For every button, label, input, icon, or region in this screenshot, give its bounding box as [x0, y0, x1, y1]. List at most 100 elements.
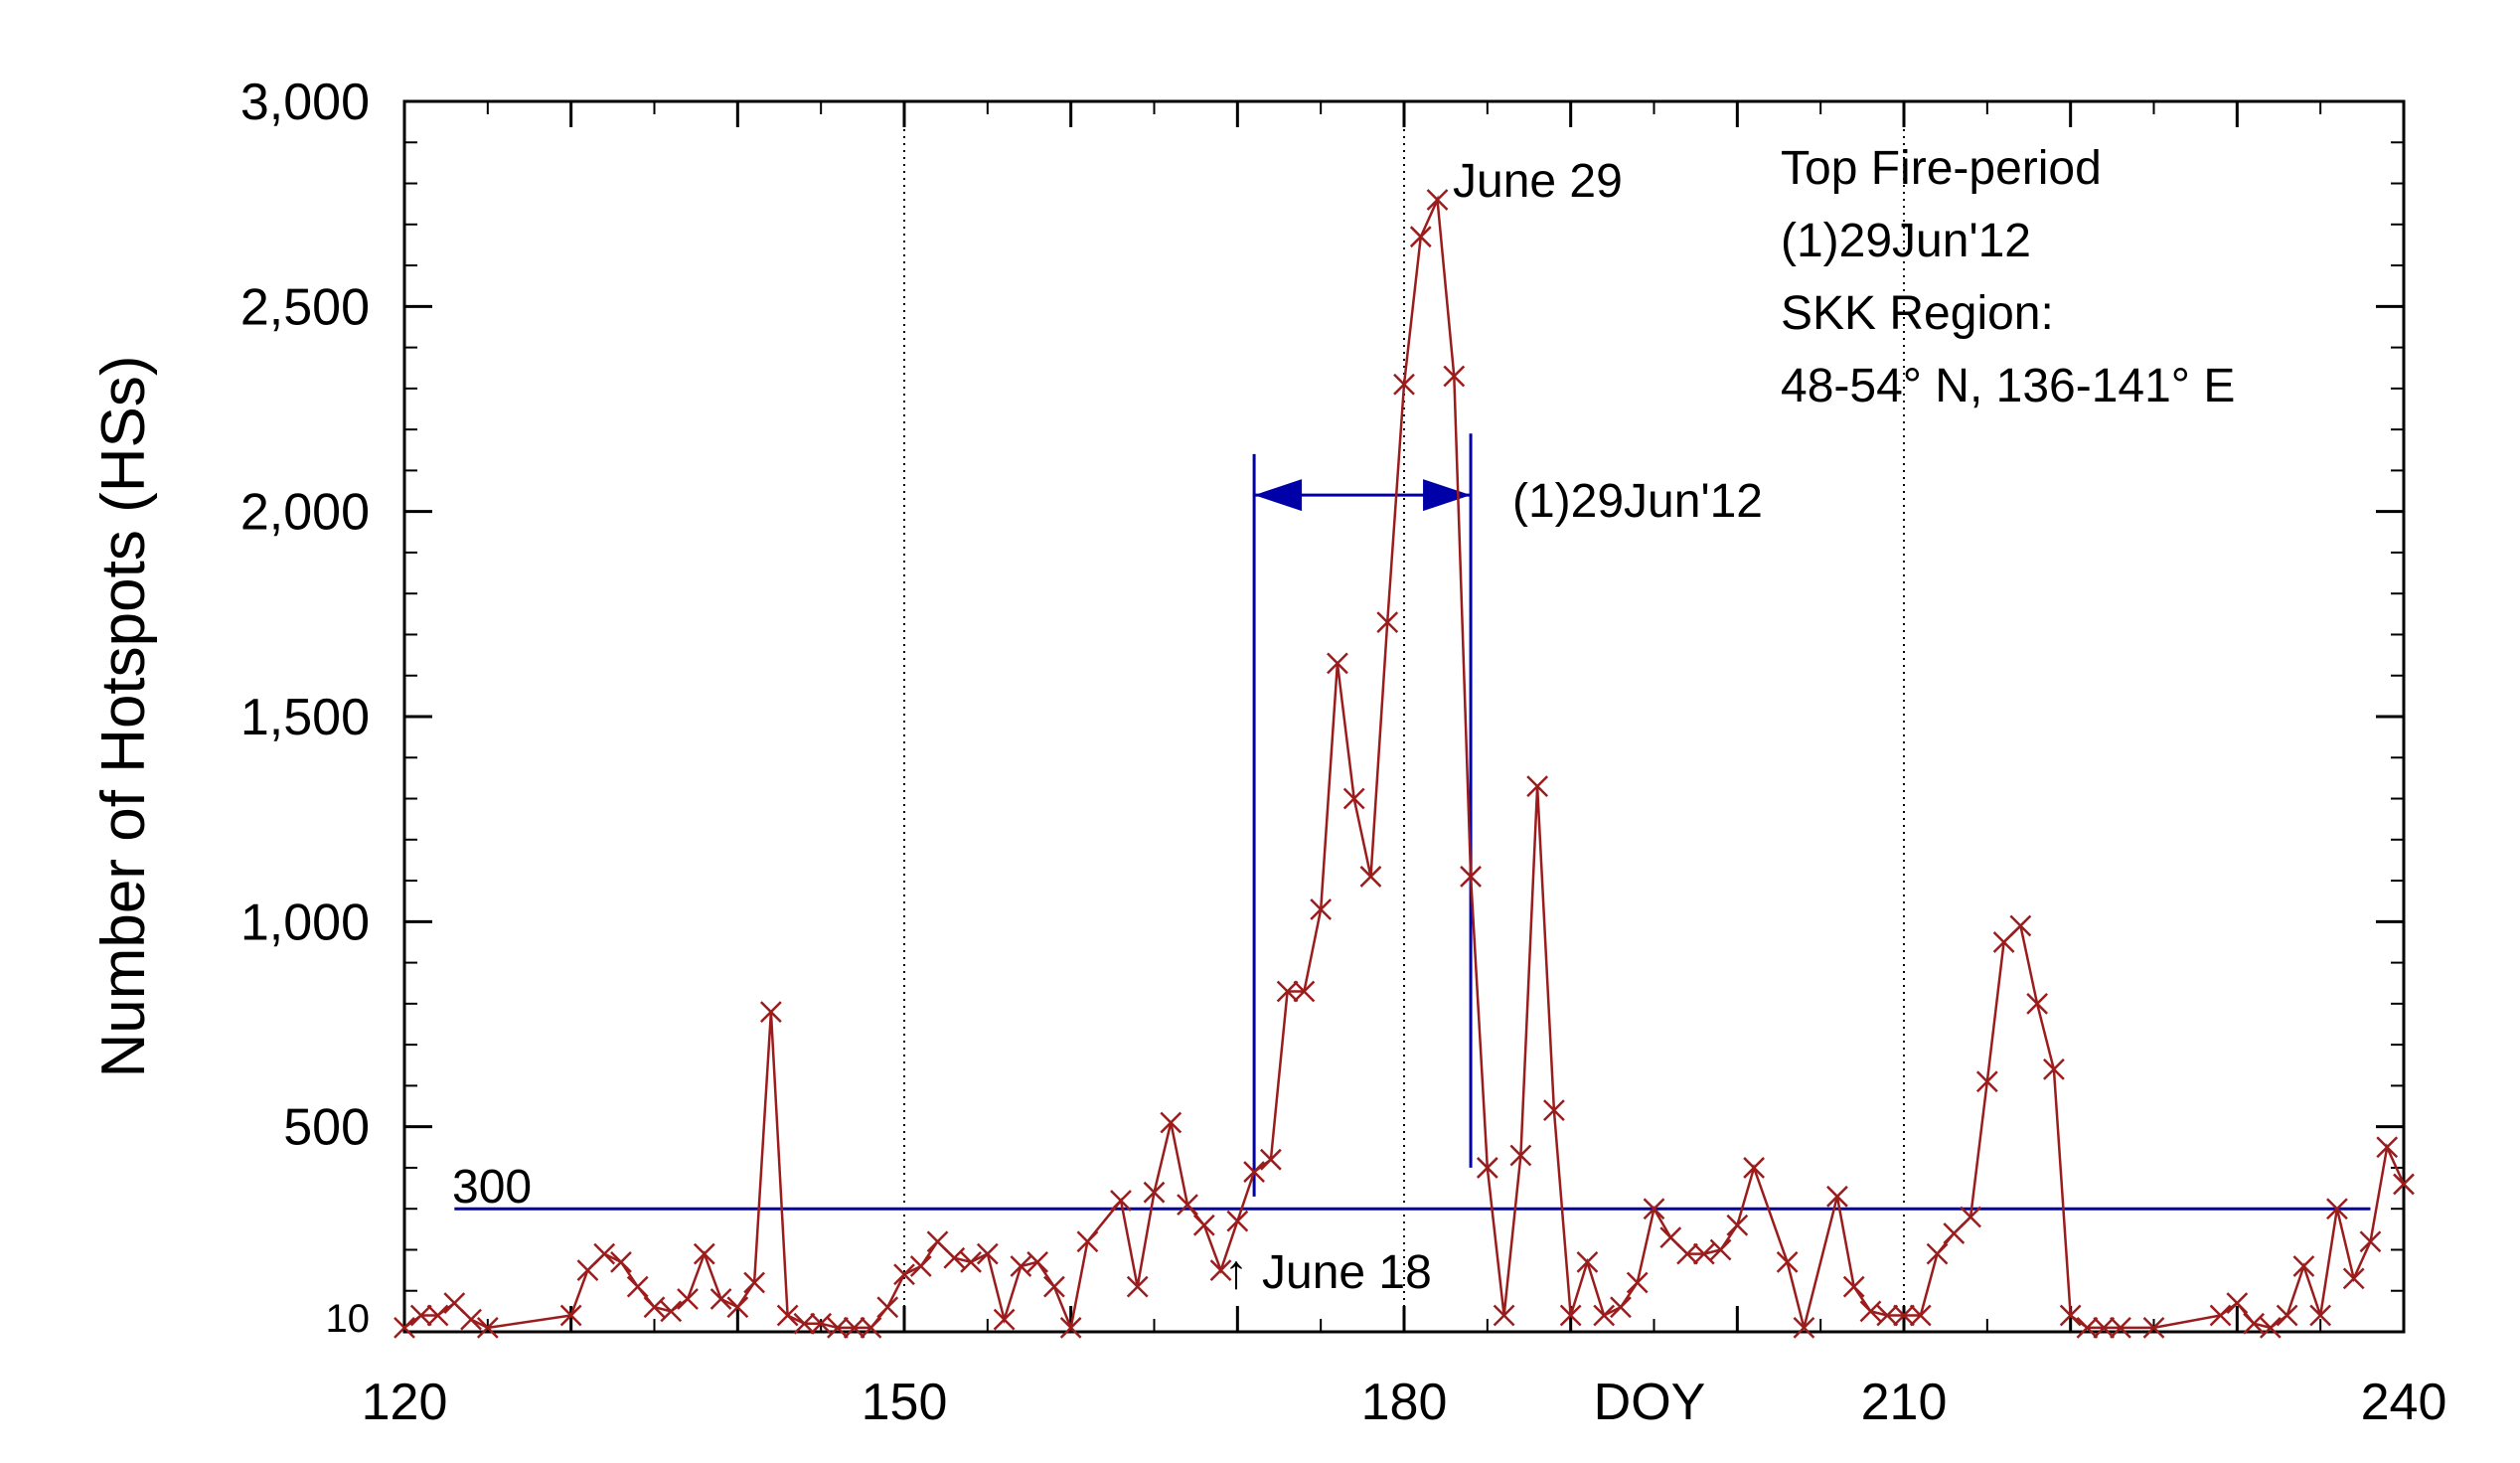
data-point-stroke	[426, 1304, 449, 1327]
data-point-stroke	[759, 1001, 782, 1024]
data-point-stroke	[2026, 992, 2049, 1015]
data-point-stroke	[1559, 1304, 1582, 1327]
data-point	[1493, 1304, 1515, 1327]
data-point-stroke	[960, 1250, 982, 1273]
x-tick-label: 210	[1861, 1374, 1948, 1431]
data-point	[660, 1300, 683, 1323]
data-point	[1259, 1148, 1282, 1171]
data-point-stroke	[810, 1312, 833, 1335]
data-point	[1293, 980, 1316, 1003]
data-point-stroke	[1476, 1157, 1498, 1179]
data-point	[476, 1316, 499, 1339]
data-point-stroke	[593, 1242, 616, 1265]
data-point	[1893, 1304, 1915, 1327]
data-point	[1909, 1304, 1932, 1327]
data-point	[743, 1271, 765, 1294]
data-point-stroke	[626, 1275, 649, 1298]
data-point	[643, 1296, 666, 1319]
data-point	[409, 1304, 432, 1327]
data-point	[2209, 1304, 2232, 1327]
data-point	[1160, 1111, 1182, 1134]
y-tick-labels: 10 500 1,000 1,500 2,000 2,500 3,000	[240, 74, 370, 1341]
data-point	[759, 1001, 782, 1024]
grid-lines	[903, 101, 1905, 1332]
data-point	[1359, 866, 1382, 888]
threshold-label: 300	[452, 1161, 532, 1214]
data-point-stroke	[1010, 1255, 1032, 1277]
data-point-stroke	[1443, 365, 1466, 388]
data-point-stroke	[2259, 1316, 2282, 1339]
data-point-stroke	[876, 1296, 899, 1319]
data-point-stroke	[1177, 1194, 1198, 1216]
start-arrow-icon: ↑	[1224, 1246, 1248, 1299]
data-point	[593, 1242, 616, 1265]
y-tick-label: 10	[326, 1297, 371, 1341]
x-tick-label: 240	[2361, 1374, 2447, 1431]
data-point	[843, 1316, 866, 1339]
data-point	[776, 1304, 799, 1327]
data-point-stroke	[893, 1263, 915, 1286]
data-point	[2009, 914, 2032, 937]
data-point-stroke	[1143, 1181, 1166, 1204]
info-line-4: 48-54° N, 136-141° E	[1781, 360, 2235, 412]
data-point	[1276, 980, 1299, 1003]
data-point	[827, 1316, 849, 1339]
data-point-stroke	[2093, 1316, 2116, 1339]
data-point-stroke	[1192, 1214, 1215, 1236]
data-point	[1960, 1206, 1981, 1228]
data-point-stroke	[1376, 611, 1399, 633]
data-point-stroke	[660, 1300, 683, 1323]
data-point-stroke	[1842, 1275, 1865, 1298]
data-point-stroke	[2376, 1136, 2399, 1159]
data-point-stroke	[610, 1250, 632, 1273]
data-point	[1226, 1210, 1249, 1232]
data-point	[1576, 1250, 1599, 1273]
data-point	[1692, 1242, 1715, 1265]
data-point-stroke	[1975, 1070, 1998, 1093]
data-point	[793, 1312, 816, 1335]
data-point	[2309, 1304, 2332, 1327]
data-point	[1626, 1271, 1649, 1294]
data-point	[1443, 365, 1466, 388]
data-point	[2292, 1255, 2315, 1277]
data-point	[693, 1242, 715, 1265]
data-point-stroke	[827, 1316, 849, 1339]
data-point	[1393, 373, 1415, 396]
x-tick-label: 120	[362, 1374, 448, 1431]
y-tick-label: 1,000	[240, 894, 370, 951]
data-point-stroke	[793, 1312, 816, 1335]
data-point-stroke	[1126, 1275, 1149, 1298]
data-point-stroke	[1310, 898, 1333, 920]
data-point-stroke	[1110, 1190, 1132, 1212]
data-point	[1342, 787, 1365, 810]
data-point	[2110, 1316, 2131, 1339]
hotspot-series-line	[403, 195, 2406, 1333]
data-point	[1859, 1300, 1882, 1323]
data-point-stroke	[1276, 980, 1299, 1003]
data-point	[2376, 1136, 2399, 1159]
data-point-stroke	[443, 1292, 466, 1314]
data-point-stroke	[1342, 787, 1365, 810]
data-point	[2142, 1316, 2165, 1339]
data-point	[394, 1316, 415, 1339]
data-point-stroke	[1793, 1316, 1815, 1339]
plot-frame	[402, 99, 2406, 1334]
data-point	[1926, 1242, 1949, 1265]
data-point-stroke	[1543, 1099, 1565, 1122]
data-point-stroke	[709, 1288, 732, 1310]
data-point	[1676, 1242, 1698, 1265]
data-point-stroke	[394, 1316, 415, 1339]
data-point-stroke	[1359, 866, 1382, 888]
data-point	[2076, 1316, 2099, 1339]
data-point	[1192, 1214, 1215, 1236]
data-point	[1593, 1304, 1616, 1327]
data-point-stroke	[1059, 1316, 1082, 1339]
data-point	[1726, 1214, 1749, 1236]
data-point	[1126, 1275, 1149, 1298]
data-point	[2326, 1198, 2348, 1220]
data-point-stroke	[2342, 1267, 2365, 1290]
start-label: June 18	[1262, 1246, 1432, 1299]
data-point	[1776, 1250, 1799, 1273]
data-point-stroke	[1493, 1304, 1515, 1327]
